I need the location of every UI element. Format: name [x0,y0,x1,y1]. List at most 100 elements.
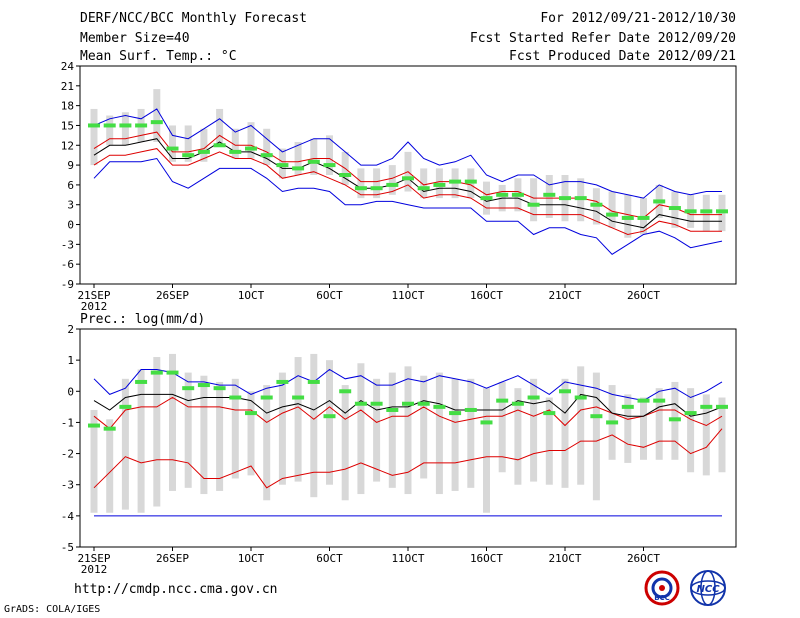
median-marker [323,414,336,419]
median-marker [386,182,399,187]
series-line-upper-percentile [93,131,722,219]
median-marker [637,398,650,403]
ensemble-box [278,372,286,485]
median-marker [700,404,713,409]
median-marker [370,186,383,191]
median-marker [511,192,524,197]
median-marker [166,370,179,375]
x-tick-label: 6OCT [316,289,343,302]
median-marker [621,215,634,220]
median-marker [323,163,336,168]
y-tick-label: -3 [61,238,74,251]
ensemble-box [216,381,224,491]
grads-credit: GrADS: COLA/IGES [4,604,101,615]
median-marker [88,123,100,128]
forecast-start-date: Fcst Started Refer Date 2012/09/20 [469,31,736,46]
ensemble-box [357,168,365,199]
median-marker [480,420,493,425]
median-marker [354,401,367,406]
website-url[interactable]: http://cmdp.ncc.cma.gov.cn [74,582,278,597]
ensemble-box [106,115,114,146]
median-marker [307,379,320,384]
median-marker [402,401,414,406]
ensemble-box [200,375,208,495]
x-tick-label: 1OCT [238,289,265,302]
median-marker [417,401,430,406]
median-marker [307,159,320,164]
ensemble-box [514,388,522,485]
median-marker [668,206,681,211]
ensemble-box [561,378,569,488]
median-marker [229,395,242,400]
y-tick-label: 2 [67,323,74,336]
ensemble-box [169,125,176,162]
ensemble-box [530,378,538,482]
ensemble-box [420,375,428,479]
y-tick-label: -5 [61,541,74,554]
ensemble-box [341,385,349,501]
median-marker [449,179,462,184]
y-tick-label: 12 [61,139,74,152]
x-tick-label: 21SEP [77,552,110,565]
ensemble-box [624,394,632,463]
ensemble-box [90,409,98,513]
y-tick-label: -1 [61,416,74,429]
x-tick-label: 26OCT [627,552,660,565]
ensemble-box [137,369,145,513]
series-line-upper-percentile [93,396,723,430]
median-marker [527,202,540,207]
ensemble-box [216,108,224,146]
y-tick-label: 6 [67,179,74,192]
median-marker [197,383,210,388]
ensemble-box [294,357,302,482]
median-marker [197,149,210,154]
median-marker [433,182,446,187]
ensemble-box [373,378,381,482]
median-marker [700,209,713,214]
median-marker [559,196,571,201]
y-tick-label: 0 [67,219,74,232]
median-marker [150,370,163,375]
x-tick-label: 1OCT [238,552,265,565]
median-marker [574,395,587,400]
ensemble-box [263,385,271,501]
median-marker [574,196,587,201]
ensemble-box [90,108,98,166]
median-marker [166,146,179,151]
median-marker [716,209,728,214]
ensemble-box [106,419,114,513]
ensemble-box [483,388,490,513]
x-tick-label: 21OCT [548,552,581,565]
median-marker [464,179,477,184]
median-marker [354,186,367,191]
ensemble-box [404,366,412,495]
median-marker [339,389,352,394]
ensemble-box [388,165,396,195]
series-line-lower-percentile [93,428,723,489]
median-marker [260,153,273,158]
series-line-lower-percentile [93,148,722,236]
ensemble-box [451,378,459,491]
ensemble-box [231,128,239,159]
median-marker [386,407,399,412]
ensemble-box [373,168,381,199]
ensemble-box [435,372,443,495]
median-marker [245,411,257,416]
ensemble-box [121,112,129,146]
ensemble-box [169,353,176,491]
ensemble-box [640,397,647,460]
ensemble-box [326,135,333,175]
median-marker [684,411,697,416]
median-marker [606,420,619,425]
ensemble-box [388,372,396,488]
median-marker [606,212,619,217]
ensemble-box [357,363,365,495]
median-marker [559,389,571,394]
ensemble-box [310,353,318,498]
precipitation-title: Prec.: log(mm/d) [80,312,205,327]
bcc-logo-text: BCC [654,594,670,602]
forecast-produced-date: Fcst Produced Date 2012/09/21 [509,49,736,64]
x-tick-label: 16OCT [470,289,503,302]
ensemble-box [530,178,538,222]
ensemble-box [294,141,302,175]
